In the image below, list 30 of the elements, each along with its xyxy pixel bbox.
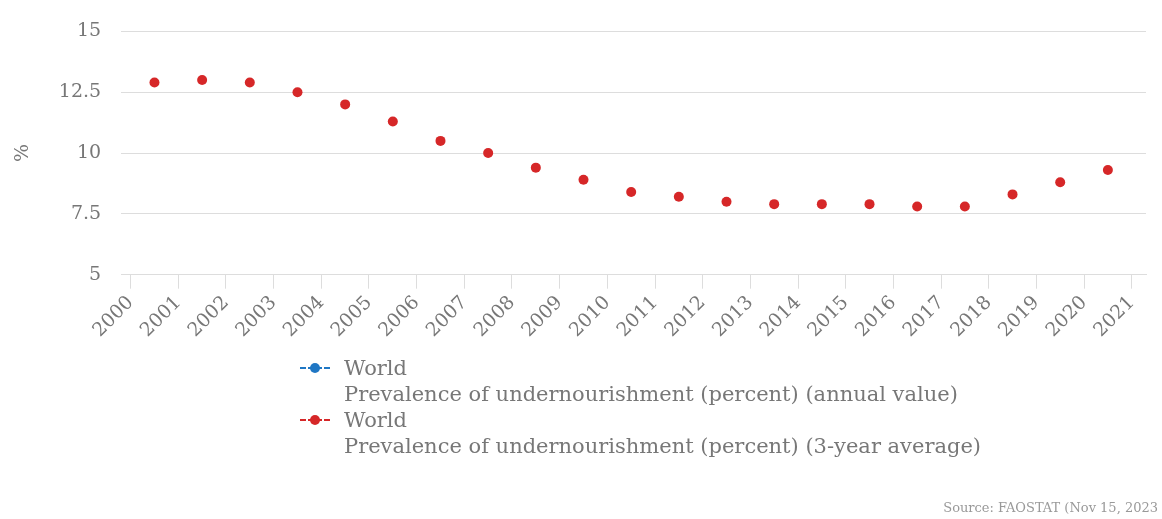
legend-label: World Prevalence of undernourishment (percent) (annual value) xyxy=(344,355,958,407)
point xyxy=(721,196,732,207)
y-tick-label: 12.5 xyxy=(58,79,102,102)
y-tick-label: 15 xyxy=(76,18,102,41)
point xyxy=(530,162,541,173)
point xyxy=(340,99,351,110)
point xyxy=(149,77,160,88)
point xyxy=(197,75,208,86)
point xyxy=(626,186,637,197)
point xyxy=(1102,165,1113,176)
point xyxy=(1055,177,1066,188)
point xyxy=(483,148,494,159)
point xyxy=(959,201,970,212)
point xyxy=(1007,189,1018,200)
point xyxy=(578,174,589,185)
point xyxy=(435,135,446,146)
point xyxy=(673,191,684,202)
point xyxy=(244,77,255,88)
y-tick-label: 5 xyxy=(89,261,102,284)
point xyxy=(816,199,827,210)
y-tick-label: 7.5 xyxy=(70,200,102,223)
point xyxy=(769,199,780,210)
y-axis-title: % xyxy=(10,144,33,163)
legend-label: World Prevalence of undernourishment (percent) (3-year average) xyxy=(344,407,982,459)
point xyxy=(292,87,303,98)
point xyxy=(912,201,923,212)
point xyxy=(387,116,398,127)
point xyxy=(864,199,875,210)
source-note: Source: FAOSTAT (Nov 15, 2023 xyxy=(943,500,1158,515)
y-tick-label: 10 xyxy=(76,139,102,162)
